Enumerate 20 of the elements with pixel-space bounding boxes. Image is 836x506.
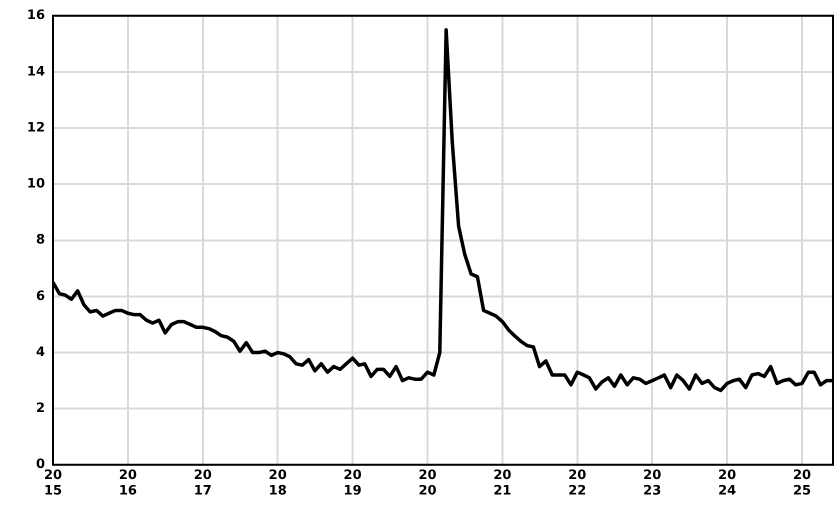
x-tick-label: 2020 (418, 468, 437, 499)
x-tick-label: 2019 (344, 468, 362, 499)
x-tick-label: 2016 (118, 468, 137, 499)
y-tick-label: 0 (36, 457, 45, 472)
y-tick-label: 14 (26, 64, 45, 80)
x-tick-label: 2015 (44, 468, 62, 499)
y-tick-label: 6 (36, 288, 45, 304)
y-tick-label: 10 (26, 176, 45, 192)
x-tick-label: 2022 (568, 468, 586, 499)
x-tick-label: 2023 (643, 468, 662, 499)
y-tick-label: 12 (26, 120, 45, 136)
y-tick-label: 4 (36, 344, 45, 360)
y-tick-label: 16 (26, 8, 45, 24)
y-tick-label: 8 (36, 232, 45, 248)
x-tick-label: 2018 (268, 468, 287, 499)
x-tick-label: 2021 (493, 468, 512, 499)
x-tick-label: 2025 (792, 468, 812, 499)
y-tick-label: 2 (36, 401, 45, 416)
x-tick-label: 2017 (194, 468, 212, 499)
x-tick-label: 2024 (718, 468, 736, 499)
